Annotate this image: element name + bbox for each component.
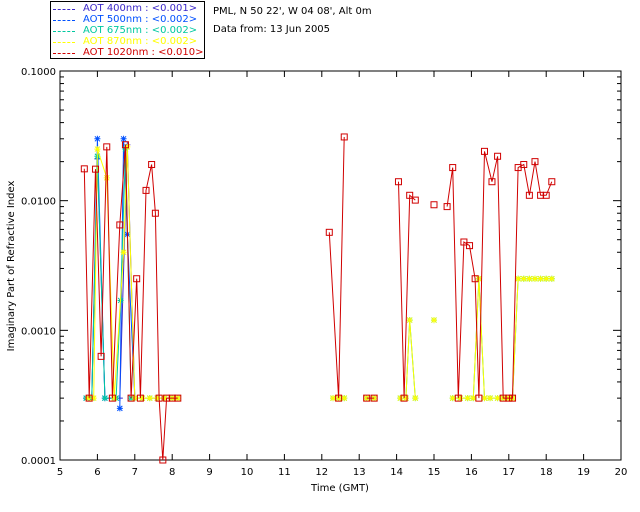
data-point (538, 276, 544, 282)
legend-swatch-675nm (53, 31, 75, 32)
data-point (495, 395, 501, 401)
x-tick-label: 11 (278, 467, 291, 478)
data-point (407, 317, 413, 323)
y-axis: 0.0001 0.0010 0.0100 0.1000 (21, 67, 621, 467)
series-layer (81, 134, 555, 463)
legend-swatch-870nm (53, 42, 75, 43)
data-point (121, 136, 127, 142)
data-point (104, 175, 110, 181)
x-tick-label: 15 (428, 467, 441, 478)
y-tick-label: 0.0010 (21, 326, 56, 337)
site-info: PML, N 50 22', W 04 08', Alt 0m (213, 6, 372, 17)
series-line (447, 151, 552, 398)
data-point (549, 276, 555, 282)
data-point (465, 395, 471, 401)
legend-item-1020nm: AOT 1020nm : <0.010> (53, 48, 203, 59)
x-tick-label: 12 (315, 467, 328, 478)
x-tick-label: 5 (57, 467, 63, 478)
data-point (487, 395, 493, 401)
series-aot-400nm (83, 142, 138, 401)
data-point (450, 395, 456, 401)
x-tick-label: 17 (502, 467, 515, 478)
series-line (329, 137, 344, 398)
data-point (117, 405, 123, 411)
x-tick-label: 6 (94, 467, 100, 478)
data-point (470, 395, 476, 401)
data-point (431, 202, 437, 208)
data-point (543, 276, 549, 282)
x-tick-label: 9 (206, 467, 212, 478)
data-point (121, 249, 127, 255)
data-point (132, 395, 138, 401)
legend-label-675nm: AOT 675nm : <0.002> (83, 25, 197, 36)
data-point (397, 395, 403, 401)
data-point (330, 395, 336, 401)
data-point (94, 136, 100, 142)
series-line (86, 145, 135, 398)
series-line (86, 149, 178, 398)
data-point (341, 395, 347, 401)
x-tick-label: 20 (615, 467, 628, 478)
x-tick-label: 19 (577, 467, 590, 478)
data-point (521, 276, 527, 282)
chart-svg: 5 6 7 8 9 10 11 12 13 14 15 16 17 18 19 20 0.0001 0.0010… (0, 0, 640, 512)
data-point (412, 395, 418, 401)
data-point (91, 395, 97, 401)
data-point (102, 395, 108, 401)
x-tick-label: 13 (353, 467, 366, 478)
legend: AOT 400nm : <0.001> AOT 500nm : <0.002> … (50, 1, 205, 59)
x-axis-label: Time (GMT) (310, 483, 369, 494)
x-tick-label: 10 (241, 467, 254, 478)
series-aot-1020nm (81, 134, 555, 463)
data-point (431, 317, 437, 323)
legend-label-870nm: AOT 870nm : <0.002> (83, 36, 197, 47)
legend-label-400nm: AOT 400nm : <0.001> (83, 3, 197, 14)
x-tick-label: 7 (132, 467, 138, 478)
x-tick-label: 8 (169, 467, 175, 478)
x-axis: 5 6 7 8 9 10 11 12 13 14 15 16 17 18 19 20 (57, 71, 628, 478)
series-aot-870nm (85, 144, 555, 401)
data-point (476, 276, 482, 282)
x-tick-label: 16 (465, 467, 478, 478)
legend-swatch-500nm (53, 20, 75, 21)
legend-label-500nm: AOT 500nm : <0.002> (83, 14, 197, 25)
data-point (532, 276, 538, 282)
data-point (481, 395, 487, 401)
data-point (515, 276, 521, 282)
data-date: Data from: 13 Jun 2005 (213, 24, 330, 35)
x-tick-label: 14 (390, 467, 403, 478)
data-point (526, 276, 532, 282)
y-tick-label: 0.0001 (21, 456, 56, 467)
legend-swatch-1020nm (53, 53, 75, 54)
legend-swatch-400nm (53, 9, 75, 10)
y-tick-label: 0.0100 (21, 197, 56, 208)
data-point (147, 395, 153, 401)
x-tick-label: 18 (540, 467, 553, 478)
data-point (94, 146, 100, 152)
y-axis-label: Imaginary Part of Refractive Index (6, 181, 17, 352)
legend-label-1020nm: AOT 1020nm : <0.010> (83, 47, 203, 58)
y-tick-label: 0.1000 (21, 67, 56, 78)
